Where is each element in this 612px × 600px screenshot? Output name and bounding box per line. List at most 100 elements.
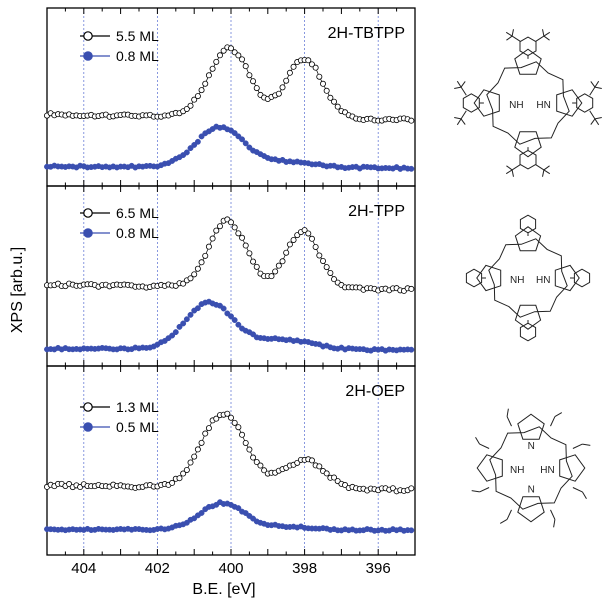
data-point <box>205 72 212 79</box>
legend-label: 0.8 ML <box>116 48 159 64</box>
data-point <box>272 268 279 275</box>
data-point <box>319 257 326 264</box>
data-point <box>250 454 257 461</box>
data-point <box>331 98 338 105</box>
data-point <box>286 241 293 248</box>
data-point <box>408 165 415 172</box>
xps-panel: 2H-TBTPP 5.5 ML 0.8 ML <box>44 7 416 187</box>
data-series <box>44 123 415 172</box>
data-point <box>198 87 205 94</box>
data-point <box>323 87 330 94</box>
data-point <box>242 439 249 446</box>
data-point <box>301 227 308 234</box>
data-point <box>408 485 415 492</box>
data-point <box>176 323 183 330</box>
series-line <box>46 219 412 292</box>
x-axis-label: B.E. [eV] <box>192 581 255 598</box>
legend-marker <box>83 208 93 218</box>
data-point <box>305 57 312 64</box>
data-point <box>239 56 246 63</box>
data-point <box>187 102 194 109</box>
data-point <box>169 332 176 339</box>
data-point <box>227 45 234 52</box>
legend-marker <box>83 422 93 432</box>
data-point <box>279 258 286 265</box>
data-point <box>283 249 290 256</box>
series-line <box>46 47 412 121</box>
data-point <box>235 505 242 512</box>
data-point <box>209 65 216 72</box>
legend-label: 0.8 ML <box>116 225 159 241</box>
data-point <box>231 419 238 426</box>
legend-marker <box>83 31 93 41</box>
data-point <box>220 47 227 54</box>
data-point <box>205 243 212 250</box>
data-point <box>268 273 275 280</box>
data-point <box>224 410 231 417</box>
data-point <box>275 90 282 97</box>
data-point <box>187 459 194 466</box>
data-point <box>202 430 209 437</box>
data-point <box>308 457 315 464</box>
data-point <box>257 462 264 469</box>
data-point <box>231 130 238 137</box>
atom-label: NH <box>509 100 523 111</box>
data-point <box>209 235 216 242</box>
data-point <box>198 259 205 266</box>
data-point <box>305 230 312 237</box>
data-point <box>198 510 205 516</box>
data-point <box>319 80 326 87</box>
data-point <box>191 453 198 460</box>
data-point <box>216 52 223 59</box>
data-point <box>202 252 209 259</box>
data-series <box>44 499 415 534</box>
molecule-drawing: NH HN <box>454 29 602 177</box>
data-point <box>246 250 253 257</box>
data-point <box>242 140 249 147</box>
data-point <box>180 470 187 477</box>
data-point <box>246 72 253 79</box>
data-point <box>253 263 260 270</box>
data-series <box>44 216 415 294</box>
panel-title: 2H-TBTPP <box>328 25 405 42</box>
data-point <box>180 320 187 327</box>
data-point <box>312 64 319 71</box>
data-point <box>408 527 415 534</box>
data-point <box>308 235 315 242</box>
data-point <box>242 242 249 249</box>
data-point <box>246 446 253 453</box>
data-point <box>180 280 187 287</box>
molecule-structures: NH HN NH HN N NH HN N <box>454 29 602 528</box>
x-tick-label: 398 <box>292 560 317 577</box>
data-point <box>183 105 190 112</box>
molecule-drawing: NH HN <box>465 214 591 342</box>
legend-marker <box>83 402 93 412</box>
legend-entry: 0.5 ML <box>80 419 159 435</box>
molecule-drawing: N NH HN N <box>471 408 591 528</box>
data-point <box>235 424 242 431</box>
data-series <box>44 410 415 495</box>
legend-entry: 6.5 ML <box>80 205 159 221</box>
data-point <box>231 317 238 323</box>
data-point <box>408 117 415 124</box>
data-point <box>331 474 338 481</box>
legend-entry: 0.8 ML <box>80 48 159 64</box>
legend-entry: 0.8 ML <box>80 225 159 241</box>
panel-title: 2H-TPP <box>348 203 405 220</box>
y-axis-label: XPS [arb.u.] <box>9 247 26 333</box>
data-point <box>183 316 190 323</box>
data-point <box>327 94 334 101</box>
data-point <box>227 219 234 226</box>
data-point <box>198 439 205 446</box>
data-point <box>283 77 290 84</box>
data-point <box>253 459 260 466</box>
data-point <box>235 230 242 237</box>
data-point <box>408 346 415 353</box>
data-point <box>191 271 198 278</box>
atom-label: N <box>528 484 535 495</box>
data-point <box>290 236 297 243</box>
x-tick-label: 404 <box>71 560 96 577</box>
data-point <box>334 103 341 110</box>
data-point <box>239 431 246 438</box>
